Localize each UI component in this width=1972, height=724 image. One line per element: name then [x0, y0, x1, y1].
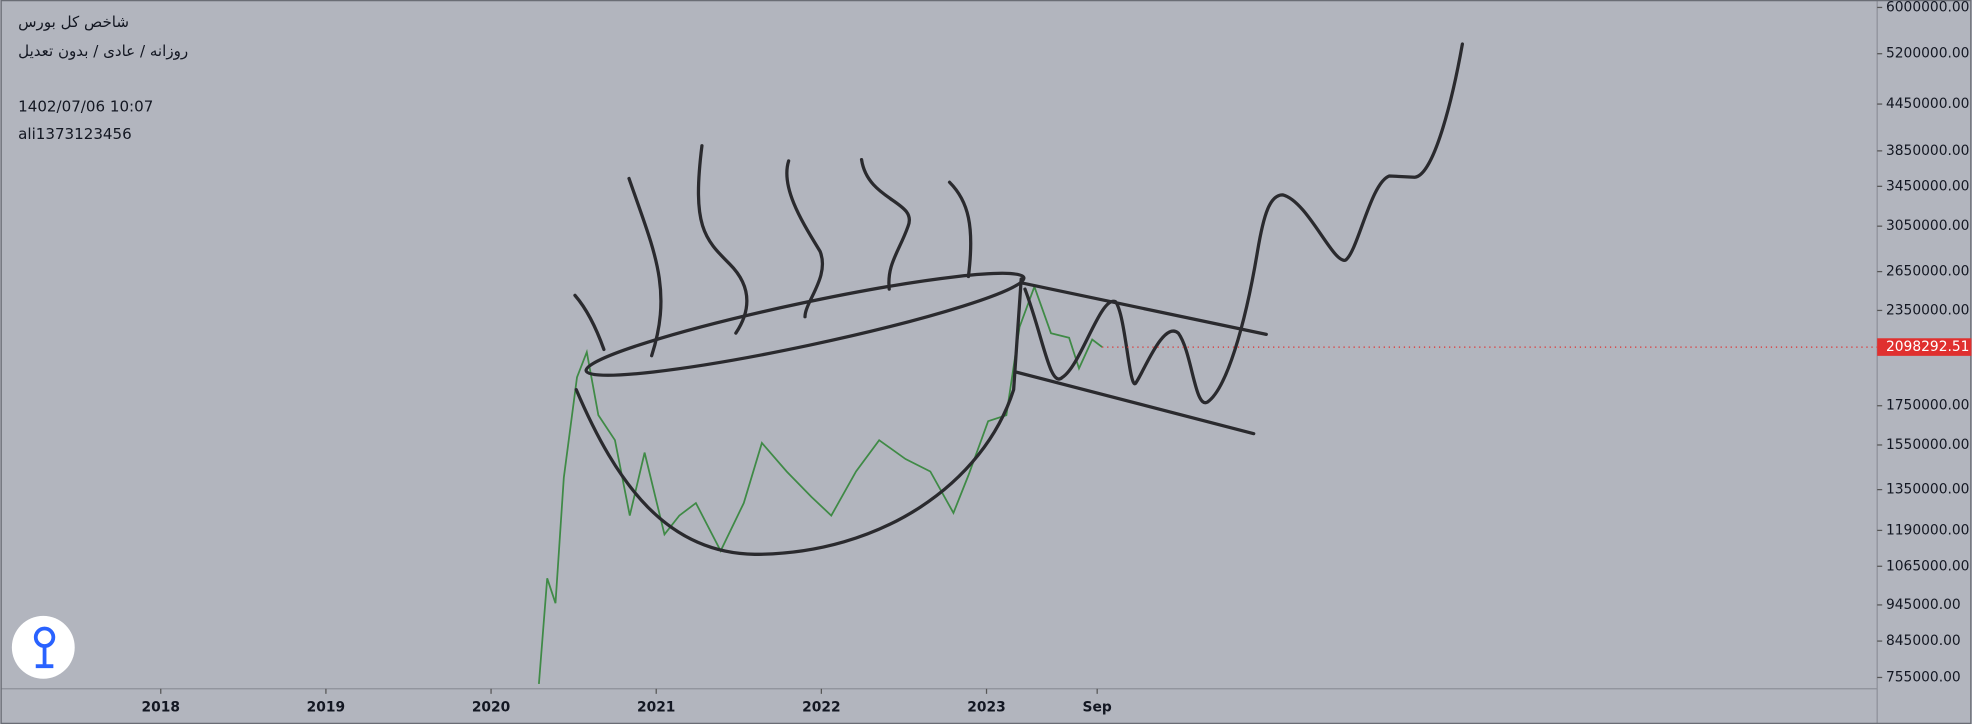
cup-drawing — [574, 277, 1023, 556]
y-tick-label: 3850000.00 — [1886, 143, 1969, 159]
y-tick-label: 1350000.00 — [1886, 482, 1969, 498]
y-tick-label: 845000.00 — [1886, 633, 1961, 649]
y-tick-label: 1550000.00 — [1886, 437, 1969, 453]
y-tick-label: 4450000.00 — [1886, 96, 1969, 112]
annotation-user: ali1373123456 — [18, 125, 132, 143]
y-tick-label: 1065000.00 — [1886, 558, 1969, 574]
plot — [538, 284, 1103, 684]
drawings — [573, 42, 1465, 556]
squiggle — [696, 144, 749, 335]
price-line — [538, 284, 1103, 684]
squiggle — [859, 157, 911, 291]
squiggle — [627, 176, 663, 358]
y-tick-label: 6000000.00 — [1886, 0, 1969, 15]
annotation-date: 1402/07/06 10:07 — [18, 97, 153, 115]
last-price-label: 2098292.51 — [1886, 339, 1969, 355]
x-tick-label: Sep — [1083, 700, 1112, 716]
y-tick-label: 755000.00 — [1886, 669, 1961, 685]
y-tick-label: 1750000.00 — [1886, 398, 1969, 414]
logo — [11, 615, 75, 679]
y-tick-label: 3050000.00 — [1886, 218, 1969, 234]
chart-subtitle: روزانه / عادی / بدون تعدیل — [18, 42, 188, 60]
logo-mark — [35, 646, 54, 669]
chart-title: شاخص کل بورس — [18, 13, 129, 31]
y-tick-label: 5200000.00 — [1886, 46, 1969, 62]
projection — [1023, 42, 1465, 404]
y-tick-label: 2350000.00 — [1886, 302, 1969, 318]
y-tick-label: 2650000.00 — [1886, 264, 1969, 280]
squiggle — [573, 293, 606, 352]
y-tick-label: 945000.00 — [1886, 597, 1961, 613]
x-tick-label: 2018 — [142, 700, 180, 716]
last-price-box — [1877, 338, 1972, 356]
flag-upper — [1019, 281, 1268, 336]
x-tick-label: 2021 — [637, 700, 675, 716]
x-tick-label: 2019 — [307, 700, 345, 716]
handle-ellipse — [584, 271, 1026, 377]
y-tick-label: 3450000.00 — [1886, 178, 1969, 194]
x-tick-label: 2022 — [802, 700, 840, 716]
squiggle — [785, 159, 824, 319]
x-tick-label: 2020 — [472, 700, 510, 716]
squiggle — [947, 180, 973, 279]
y-tick-label: 1190000.00 — [1886, 522, 1969, 538]
flag-lower — [1014, 370, 1256, 436]
x-tick-label: 2023 — [967, 700, 1005, 716]
